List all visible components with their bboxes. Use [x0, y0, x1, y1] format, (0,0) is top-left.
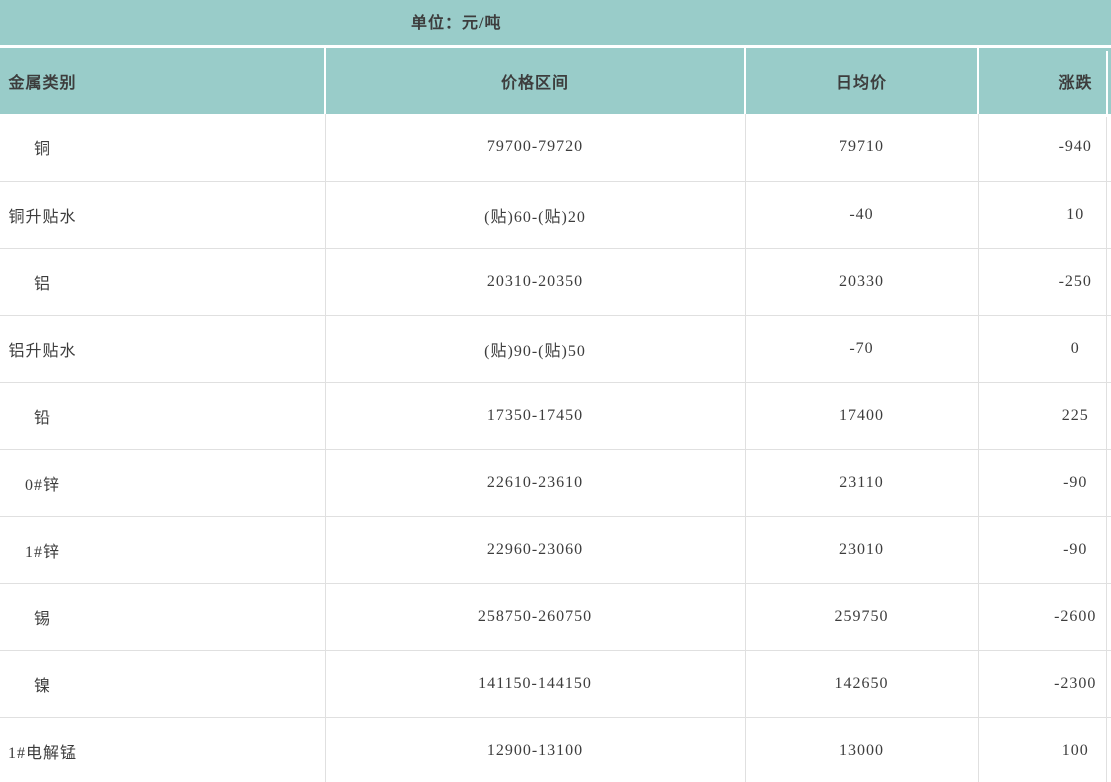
table-row: 铜 79700-79720 79710 -940 — [0, 114, 1111, 182]
table-row: 1#锌 22960-23060 23010 -90 — [0, 516, 1111, 584]
col-header-daily-average: 日均价 — [745, 48, 979, 114]
cell-price-range: 22960-23060 — [325, 516, 746, 584]
cell-change: 100 — [978, 717, 1111, 782]
cell-daily-average: 23110 — [745, 449, 979, 517]
right-edge-column-divider — [1106, 117, 1107, 782]
header-row: 金属类别 价格区间 日均价 涨跌 — [0, 48, 1111, 114]
table-row: 铝 20310-20350 20330 -250 — [0, 248, 1111, 316]
cell-metal-category: 1#锌 — [0, 516, 326, 584]
cell-price-range: 12900-13100 — [325, 717, 746, 782]
cell-daily-average: -40 — [745, 181, 979, 249]
cell-change: 10 — [978, 181, 1111, 249]
cell-metal-category: 铜 — [0, 114, 326, 182]
right-edge-column-divider — [1106, 51, 1108, 117]
table-row: 铅 17350-17450 17400 225 — [0, 382, 1111, 450]
cell-daily-average: 259750 — [745, 583, 979, 651]
cell-metal-category: 铝 — [0, 248, 326, 316]
table-row: 铝升贴水 (贴)90-(贴)50 -70 0 — [0, 315, 1111, 383]
cell-daily-average: 142650 — [745, 650, 979, 718]
cell-change: -2600 — [978, 583, 1111, 651]
cell-change: 0 — [978, 315, 1111, 383]
table-row: 镍 141150-144150 142650 -2300 — [0, 650, 1111, 718]
cell-price-range: 20310-20350 — [325, 248, 746, 316]
cell-metal-category: 铝升贴水 — [0, 315, 326, 383]
table-row: 铜升贴水 (贴)60-(贴)20 -40 10 — [0, 181, 1111, 249]
cell-change: -940 — [978, 114, 1111, 182]
cell-price-range: (贴)60-(贴)20 — [325, 181, 746, 249]
cell-metal-category: 0#锌 — [0, 449, 326, 517]
cell-daily-average: 17400 — [745, 382, 979, 450]
cell-daily-average: 23010 — [745, 516, 979, 584]
cell-metal-category: 1#电解锰 — [0, 717, 326, 782]
table-row: 锡 258750-260750 259750 -2600 — [0, 583, 1111, 651]
cell-price-range: 141150-144150 — [325, 650, 746, 718]
table-row: 0#锌 22610-23610 23110 -90 — [0, 449, 1111, 517]
cell-price-range: (贴)90-(贴)50 — [325, 315, 746, 383]
cell-price-range: 258750-260750 — [325, 583, 746, 651]
cell-change: -90 — [978, 516, 1111, 584]
unit-label: 单位：元/吨 — [411, 15, 502, 32]
metal-price-table: 金属类别 价格区间 日均价 涨跌 铜 79700-79720 79710 -94… — [0, 48, 1111, 782]
table-row: 1#电解锰 12900-13100 13000 100 — [0, 717, 1111, 782]
col-header-price-range: 价格区间 — [325, 48, 746, 114]
cell-change: 225 — [978, 382, 1111, 450]
cell-daily-average: 20330 — [745, 248, 979, 316]
cell-price-range: 17350-17450 — [325, 382, 746, 450]
cell-change: -90 — [978, 449, 1111, 517]
cell-daily-average: 13000 — [745, 717, 979, 782]
cell-metal-category: 铅 — [0, 382, 326, 450]
col-header-change: 涨跌 — [978, 48, 1111, 114]
cell-metal-category: 铜升贴水 — [0, 181, 326, 249]
cell-daily-average: -70 — [745, 315, 979, 383]
cell-change: -250 — [978, 248, 1111, 316]
unit-bar: 单位：元/吨 — [0, 0, 1111, 48]
col-header-metal-category: 金属类别 — [0, 48, 326, 114]
cell-price-range: 79700-79720 — [325, 114, 746, 182]
cell-price-range: 22610-23610 — [325, 449, 746, 517]
cell-daily-average: 79710 — [745, 114, 979, 182]
cell-change: -2300 — [978, 650, 1111, 718]
cell-metal-category: 镍 — [0, 650, 326, 718]
cell-metal-category: 锡 — [0, 583, 326, 651]
